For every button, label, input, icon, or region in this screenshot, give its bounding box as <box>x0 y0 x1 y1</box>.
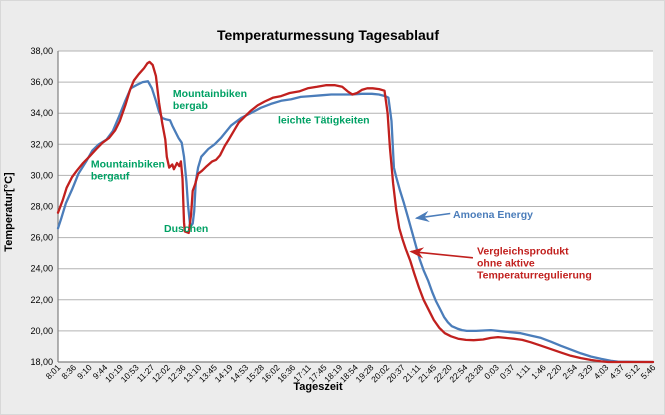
x-tick-label: 1:11 <box>514 362 533 381</box>
y-tick-label: 38,00 <box>30 46 53 56</box>
x-tick-label: 5:12 <box>623 362 642 381</box>
y-tick-label: 18,00 <box>30 357 53 367</box>
annotation-label-vergleichsprodukt: Temperaturregulierung <box>477 270 592 282</box>
x-tick-label: 8:36 <box>59 362 78 381</box>
label-vergleichsprodukt-arrow <box>409 247 474 259</box>
y-tick-label: 20,00 <box>30 326 53 336</box>
y-tick-label: 30,00 <box>30 170 53 180</box>
x-tick-label: 0:37 <box>498 362 517 381</box>
annotation-label-amoena-energy: Amoena Energy <box>453 209 533 221</box>
y-tick-label: 28,00 <box>30 202 53 212</box>
label-amoena-energy-arrow <box>414 210 451 222</box>
y-tick-label: 24,00 <box>30 264 53 274</box>
y-tick-label: 34,00 <box>30 108 53 118</box>
x-tick-label: 9:10 <box>75 362 94 381</box>
annotation-mountainbiken-bergab: bergab <box>173 100 208 112</box>
annotation-duschen: Duschen <box>164 223 208 235</box>
x-tick-label: 2:20 <box>545 362 564 381</box>
series-line-vergleichsprodukt <box>56 60 655 364</box>
x-tick-label: 4:37 <box>607 362 626 381</box>
annotation-mountainbiken-bergauf: bergauf <box>91 171 130 183</box>
x-tick-label: 5:46 <box>639 362 658 381</box>
annotation-label-vergleichsprodukt: ohne aktive <box>477 258 535 270</box>
y-tick-label: 32,00 <box>30 139 53 149</box>
annotation-mountainbiken-bergab: Mountainbiken <box>173 88 247 100</box>
x-axis-title: Tageszeit <box>293 381 343 393</box>
x-tick-label: 3:29 <box>576 362 595 381</box>
annotation-mountainbiken-bergauf: Mountainbiken <box>91 159 165 171</box>
annotation-label-vergleichsprodukt: Vergleichsprodukt <box>477 246 569 258</box>
x-tick-label: 1:46 <box>529 362 548 381</box>
y-tick-label: 36,00 <box>30 77 53 87</box>
annotation-leichte-taetigkeiten: leichte Tätigkeiten <box>278 114 370 126</box>
x-tick-label: 4:03 <box>592 362 611 381</box>
series-line-amoena-energy <box>56 80 655 364</box>
chart-title: Temperaturmessung Tagesablauf <box>217 27 439 43</box>
y-tick-label: 26,00 <box>30 233 53 243</box>
y-tick-label: 22,00 <box>30 295 53 305</box>
x-tick-label: 2:54 <box>560 362 579 381</box>
x-tick-label: 0:03 <box>482 362 501 381</box>
